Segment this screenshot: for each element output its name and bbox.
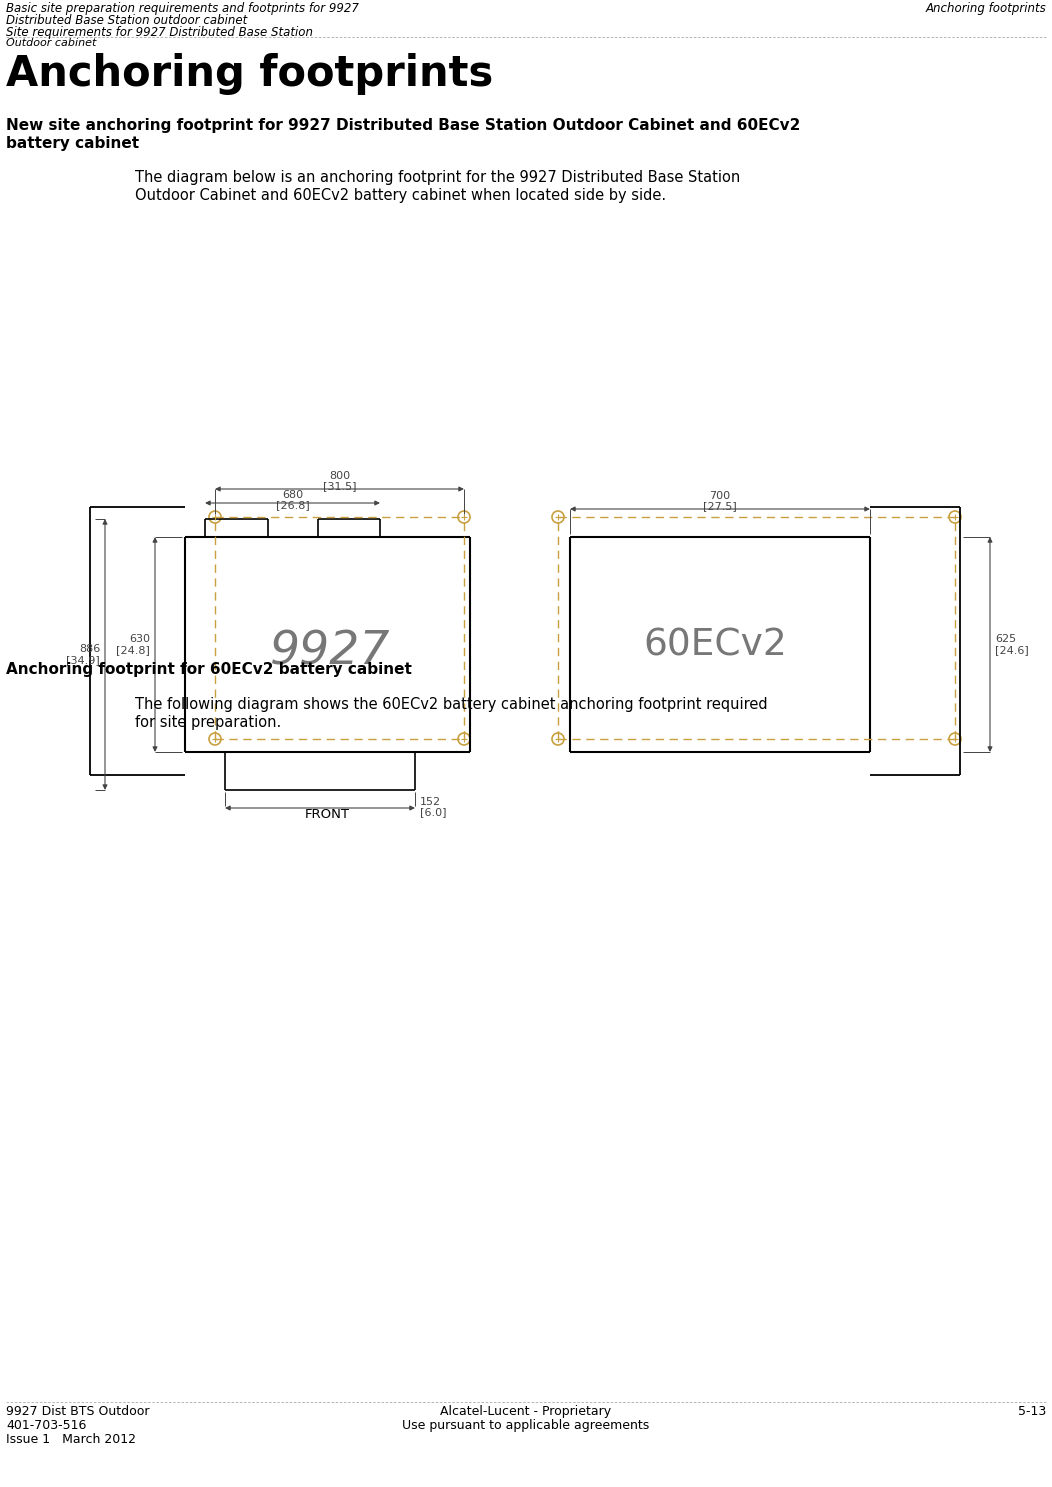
Text: 401-703-516: 401-703-516 [6, 1419, 86, 1432]
Text: 60ECv2: 60ECv2 [643, 628, 787, 663]
Text: 700: 700 [709, 491, 730, 501]
Text: Site requirements for 9927 Distributed Base Station: Site requirements for 9927 Distributed B… [6, 25, 313, 39]
Text: [31.5]: [31.5] [323, 480, 357, 491]
Text: Distributed Base Station outdoor cabinet: Distributed Base Station outdoor cabinet [6, 13, 247, 27]
Text: Alcatel-Lucent - Proprietary: Alcatel-Lucent - Proprietary [441, 1405, 611, 1419]
Text: battery cabinet: battery cabinet [6, 135, 139, 152]
Text: The diagram below is an anchoring footprint for the 9927 Distributed Base Statio: The diagram below is an anchoring footpr… [135, 170, 741, 184]
Text: 886: 886 [79, 644, 100, 653]
Text: Anchoring footprint for 60ECv2 battery cabinet: Anchoring footprint for 60ECv2 battery c… [6, 662, 412, 677]
Text: [27.5]: [27.5] [703, 501, 736, 512]
Text: 800: 800 [329, 471, 350, 480]
Text: [26.8]: [26.8] [276, 500, 309, 510]
Text: Basic site preparation requirements and footprints for 9927: Basic site preparation requirements and … [6, 1, 359, 15]
Text: The following diagram shows the 60ECv2 battery cabinet anchoring footprint requi: The following diagram shows the 60ECv2 b… [135, 697, 768, 712]
Text: [34.9]: [34.9] [66, 656, 100, 666]
Text: 152: 152 [420, 797, 441, 807]
Text: 9927: 9927 [269, 629, 390, 675]
Text: Use pursuant to applicable agreements: Use pursuant to applicable agreements [402, 1419, 650, 1432]
Text: Outdoor cabinet: Outdoor cabinet [6, 39, 97, 48]
Text: Issue 1   March 2012: Issue 1 March 2012 [6, 1433, 136, 1445]
Text: [24.6]: [24.6] [995, 645, 1029, 656]
Text: [24.8]: [24.8] [116, 645, 150, 656]
Text: for site preparation.: for site preparation. [135, 715, 281, 730]
Text: 625: 625 [995, 633, 1016, 644]
Text: 5-13: 5-13 [1017, 1405, 1046, 1419]
Text: 680: 680 [282, 491, 303, 500]
Text: [6.0]: [6.0] [420, 807, 446, 816]
Text: Anchoring footprints: Anchoring footprints [6, 54, 493, 95]
Text: Outdoor Cabinet and 60ECv2 battery cabinet when located side by side.: Outdoor Cabinet and 60ECv2 battery cabin… [135, 187, 666, 204]
Text: 630: 630 [129, 633, 150, 644]
Text: Anchoring footprints: Anchoring footprints [926, 1, 1046, 15]
Text: 9927 Dist BTS Outdoor: 9927 Dist BTS Outdoor [6, 1405, 149, 1419]
Text: FRONT: FRONT [305, 807, 350, 821]
Text: New site anchoring footprint for 9927 Distributed Base Station Outdoor Cabinet a: New site anchoring footprint for 9927 Di… [6, 117, 801, 132]
